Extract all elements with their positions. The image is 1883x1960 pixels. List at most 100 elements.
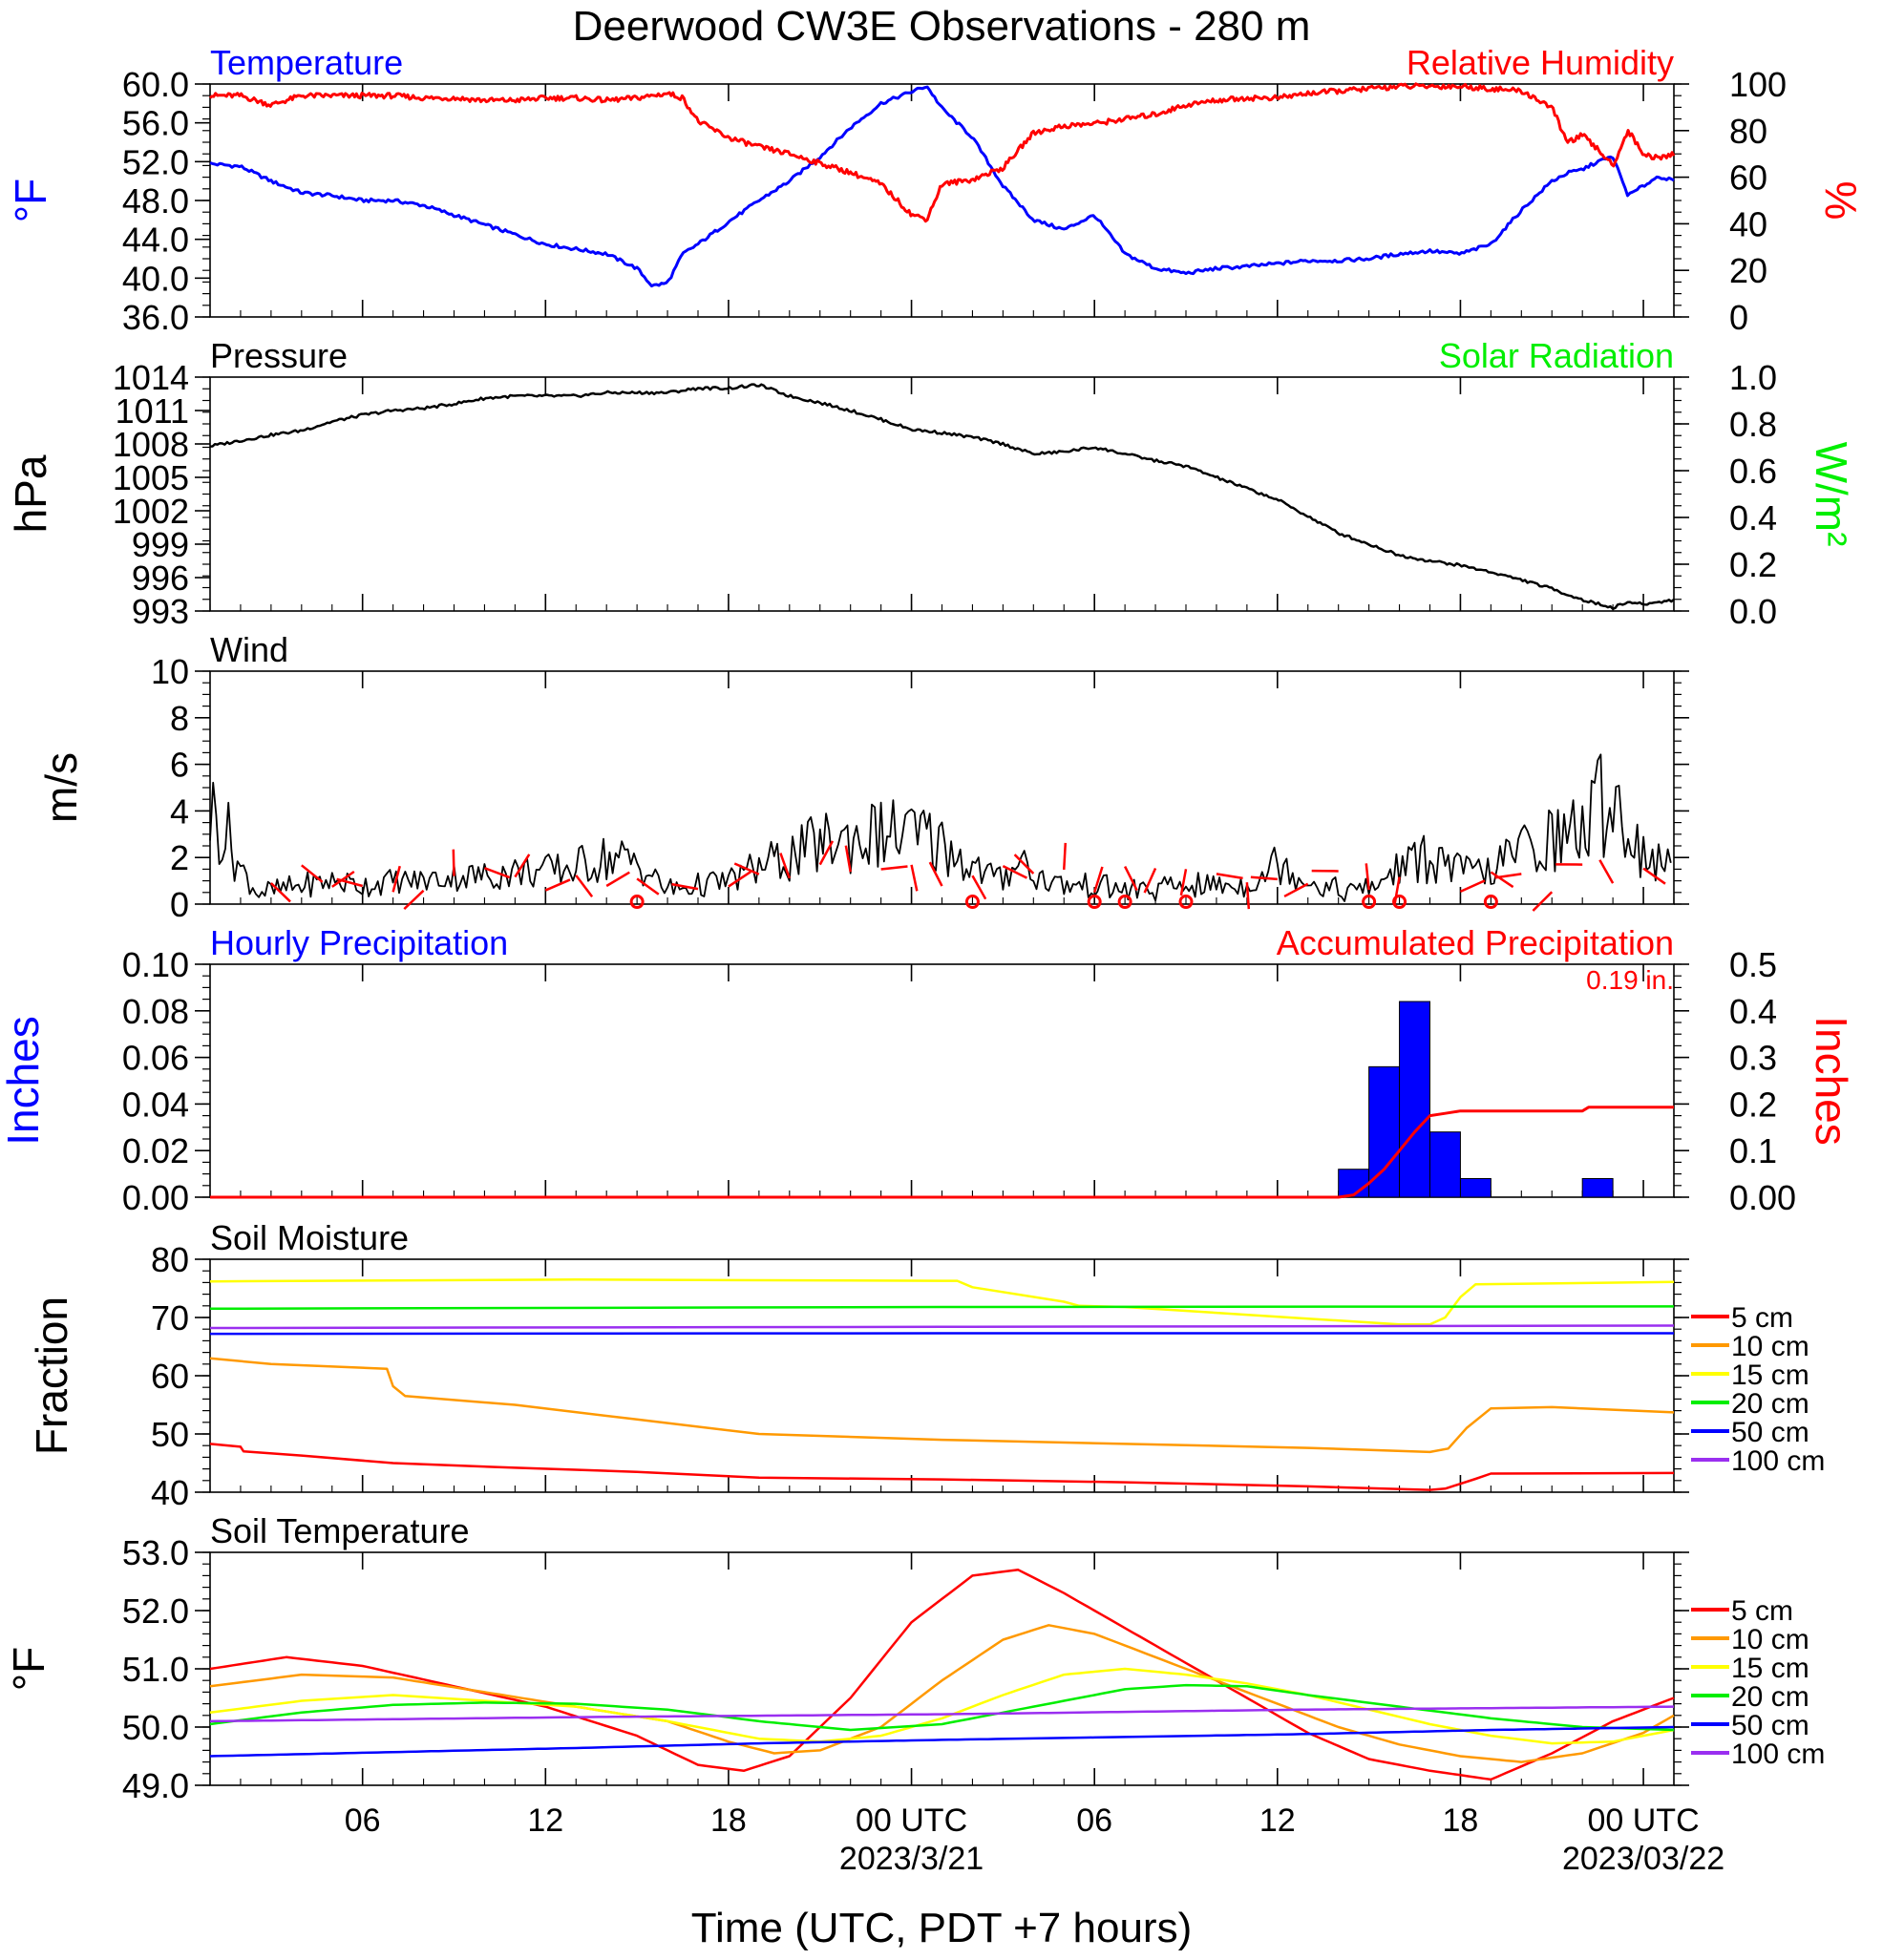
y-tick-label-left: 60.0 — [122, 65, 189, 104]
panel-title-left: Hourly Precipitation — [210, 923, 508, 962]
wind-barb — [728, 871, 751, 888]
y-tick-label-left: 50 — [151, 1415, 189, 1454]
y-tick-label-left: 40.0 — [122, 259, 189, 298]
y-tick-label-left: 1011 — [116, 391, 189, 431]
wind-barb — [928, 861, 943, 887]
y-tick-label-left: 52.0 — [122, 142, 189, 181]
relative-humidity-line — [209, 82, 1676, 223]
y-tick-label-right: 0.6 — [1729, 452, 1777, 491]
y-tick-label-right: 0.1 — [1729, 1131, 1777, 1170]
soil-temperature-line — [209, 1725, 1675, 1758]
accumulated-precip-line — [210, 1106, 1674, 1199]
y-tick-label-left: 40 — [151, 1473, 189, 1512]
wind-barb — [605, 871, 630, 888]
panels: 60.056.052.048.044.040.036.0100806040200… — [0, 43, 1866, 1805]
y-tick-label-left: 10 — [151, 652, 189, 691]
y-tick-label-left: 0 — [170, 885, 189, 924]
wind-barb — [575, 875, 594, 897]
y-tick-label-right: 0.5 — [1729, 945, 1777, 984]
hourly-precip-bar — [1338, 1169, 1370, 1198]
y-tick-label-left: 48.0 — [122, 181, 189, 221]
panel-title-left: Pressure — [210, 336, 348, 375]
y-tick-label-right: 0.4 — [1729, 992, 1777, 1031]
y-tick-label-left: 56.0 — [122, 104, 189, 143]
y-tick-label-left: 1008 — [113, 425, 189, 464]
legend-label: 10 cm — [1731, 1624, 1809, 1655]
calm-wind-circle — [629, 895, 645, 910]
wind-barb — [1013, 854, 1035, 875]
y-tick-label-left: 51.0 — [122, 1650, 189, 1689]
wind-barb — [910, 864, 919, 892]
y-tick-label-left: 996 — [132, 558, 189, 598]
panel-title-right: Solar Radiation — [1439, 336, 1674, 375]
y-tick-label-right: 0.4 — [1729, 498, 1777, 537]
y-tick-label-right: 0.8 — [1729, 405, 1777, 444]
y-tick-label-left: 0.04 — [122, 1085, 189, 1124]
calm-wind-circle — [1178, 895, 1194, 910]
y-tick-label-left: 50.0 — [122, 1708, 189, 1747]
soil-temperature-line — [209, 1624, 1675, 1763]
y-tick-label-left: 70 — [151, 1298, 189, 1338]
y-tick-label-left: 8 — [170, 699, 189, 738]
y-tick-label-right: 80 — [1729, 112, 1767, 151]
y-axis-label-left: °F — [4, 1647, 53, 1692]
wind-barb — [1532, 891, 1554, 912]
hourly-precip-bar — [1581, 1177, 1614, 1198]
y-tick-label-left: 6 — [170, 746, 189, 785]
y-axis-label-left: Inches — [0, 1016, 48, 1146]
y-tick-label-right: 1.0 — [1729, 358, 1777, 397]
y-tick-label-right: 0.0 — [1729, 592, 1777, 631]
y-tick-label-right: 0.2 — [1729, 545, 1777, 584]
panel-title-left: Soil Moisture — [210, 1218, 409, 1257]
y-tick-label-left: 0.00 — [122, 1178, 189, 1217]
hourly-precip-bar — [1459, 1177, 1492, 1198]
y-axis-label-left: m/s — [36, 752, 86, 823]
y-tick-label-left: 1005 — [113, 458, 189, 497]
y-tick-label-left: 1014 — [113, 358, 189, 397]
x-tick-label: 06 — [1076, 1802, 1112, 1839]
panel-title-left: Wind — [210, 630, 288, 669]
panel-soil_temperature: 53.0 52.0 51.0 50.0 49.0 Soil Temperature °F 5 … — [4, 1511, 1825, 1805]
calm-wind-circle — [1117, 895, 1132, 910]
wind-barb — [403, 889, 425, 911]
y-tick-label-right: 20 — [1729, 251, 1767, 290]
wind-barb — [1092, 866, 1104, 894]
wind-barb — [270, 882, 291, 903]
accumulated-total-label: 0.19 in. — [1586, 965, 1674, 995]
hourly-precip-bar — [1399, 1001, 1430, 1198]
y-tick-label-left: 52.0 — [122, 1591, 189, 1631]
panel-temp_rh: 60.056.052.048.044.040.036.0 100 80 60 40 20 0… — [6, 43, 1866, 337]
wind-barb — [544, 878, 571, 892]
legend-label: 5 cm — [1731, 1595, 1793, 1627]
wind-barb — [1494, 873, 1522, 879]
wind-barb — [844, 845, 852, 873]
x-axis-label: Time (UTC, PDT +7 hours) — [691, 1905, 1192, 1951]
y-tick-label-left: 49.0 — [122, 1766, 189, 1805]
y-axis-label-left: °F — [6, 179, 55, 223]
wind-barb — [391, 865, 401, 893]
y-tick-label-right: 0.3 — [1729, 1039, 1777, 1078]
wind-barb — [1459, 879, 1486, 894]
y-tick-label-left: 53.0 — [122, 1533, 189, 1572]
calm-wind-circle — [1392, 895, 1407, 910]
wind-barb — [331, 870, 355, 888]
wind-barb — [971, 875, 987, 900]
soil-temperature-line — [209, 1667, 1675, 1745]
wind-barb — [818, 840, 835, 866]
y-tick-label-right: 0.2 — [1729, 1085, 1777, 1124]
y-tick-label-right: 0 — [1729, 298, 1748, 337]
y-tick-label-left: 4 — [170, 791, 189, 831]
y-axis-label-right: % — [1816, 181, 1866, 221]
legend-label: 20 cm — [1731, 1681, 1809, 1713]
x-date-label: 2023/03/22 — [1562, 1841, 1724, 1877]
y-tick-label-left: 44.0 — [122, 221, 189, 260]
y-tick-label-left: 60 — [151, 1357, 189, 1396]
wind-barb — [1642, 867, 1666, 885]
y-axis-label-left: hPa — [6, 454, 55, 533]
x-tick-label: 18 — [1443, 1802, 1479, 1839]
temperature-line — [209, 85, 1675, 288]
y-axis-label-right: W/m² — [1807, 442, 1856, 547]
